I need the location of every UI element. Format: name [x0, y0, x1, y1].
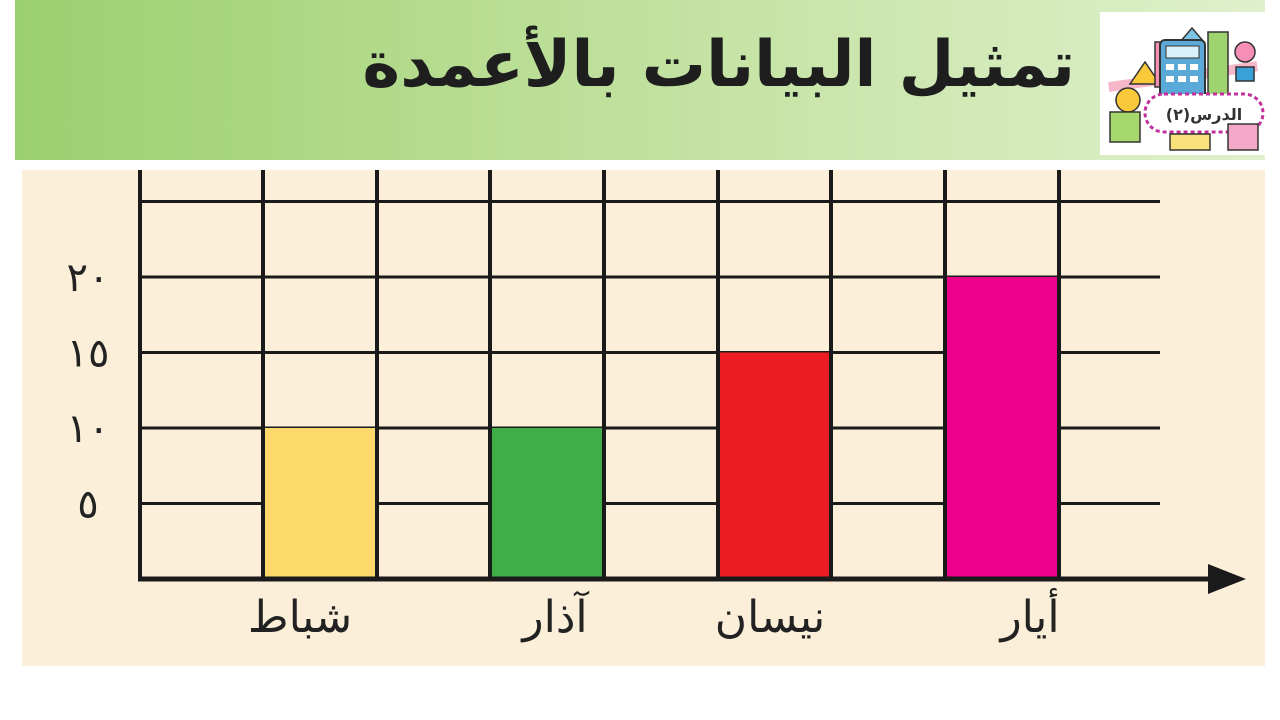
category-label: أيار	[998, 588, 1059, 643]
y-tick-label: ١٠	[67, 406, 110, 452]
lesson-badge: الدرس(٢)	[1166, 105, 1242, 124]
y-tick-label: ٥	[77, 482, 98, 528]
bar-2	[490, 428, 604, 579]
page-title: تمثيل البيانات بالأعمدة	[362, 28, 1075, 102]
math-tools-icon: الدرس(٢)	[1108, 26, 1265, 151]
bar-4	[945, 277, 1059, 579]
category-labels: شباط آذار نيسان أيار	[248, 588, 1060, 643]
bars	[263, 277, 1059, 579]
lesson-logo: الدرس(٢)	[1100, 12, 1265, 155]
y-tick-label: ١٥	[67, 331, 110, 377]
axes	[138, 564, 1246, 594]
vertical-grid	[138, 170, 1061, 579]
category-label: شباط	[248, 592, 352, 643]
bar-1	[263, 428, 377, 579]
title-banner: تمثيل البيانات بالأعمدة	[15, 0, 1265, 160]
bar-3	[718, 352, 831, 579]
x-axis-arrow-icon	[1208, 564, 1246, 594]
y-tick-labels: ٥ ١٠ ١٥ ٢٠	[67, 255, 110, 528]
y-tick-label: ٢٠	[67, 255, 110, 301]
category-label: آذار	[520, 590, 589, 643]
category-label: نيسان	[715, 592, 826, 643]
